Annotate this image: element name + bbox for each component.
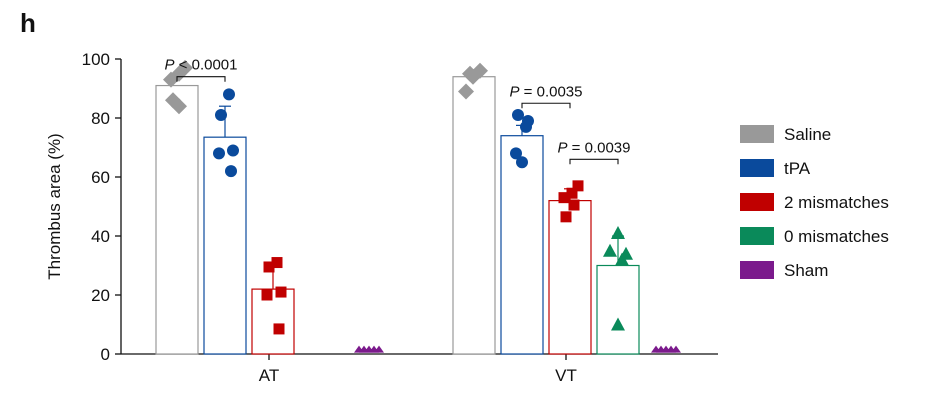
data-point-0-mismatches [611,226,625,240]
data-point-sham [671,345,681,353]
data-point-tpa [213,147,225,160]
y-axis-label: Thrombus area (%) [45,133,64,279]
data-point-2-mismatches [568,199,580,211]
bar-0-mismatches [596,264,640,355]
bar-2-mismatches [251,288,295,355]
data-point-tpa [215,109,227,122]
legend-label-2-mismatches: 2 mismatches [784,193,889,212]
data-point-2-mismatches [273,323,285,335]
bar-tpa [203,136,247,355]
data-point-0-mismatches [615,252,629,266]
legend-swatch-saline [740,125,774,143]
legend-swatch-tpa [740,159,774,177]
y-tick-label: 0 [101,345,110,364]
plot-area: 0 20 40 60 80 100 Thrombus area (%) AT VT P < 0.0… [45,50,718,385]
significance-bracket [569,158,619,165]
data-point-saline [458,83,474,100]
data-point-2-mismatches [261,289,273,301]
bar-2-mismatches [548,200,592,355]
data-point-0-mismatches [603,243,617,257]
data-point-saline [171,98,187,115]
legend-label-tpa: tPA [784,159,811,178]
y-tick-label: 20 [91,286,110,305]
p-value-label: P = 0.0035 [510,83,583,100]
legend-label-saline: Saline [784,125,831,144]
y-tick-label: 100 [82,50,110,69]
data-point-2-mismatches [275,286,287,298]
legend-swatch-2-mismatches [740,193,774,211]
significance-bracket [176,76,226,82]
significance-bracket [521,102,571,109]
data-point-tpa [225,165,237,178]
data-point-2-mismatches [560,211,572,223]
legend: Saline tPA 2 mismatches 0 mismatches Sham [740,125,889,280]
data-point-saline [465,68,481,85]
data-point-tpa [227,144,239,157]
y-tick-label: 40 [91,227,110,246]
y-tick-label: 80 [91,109,110,128]
data-point-tpa [510,147,522,160]
bar-saline [452,76,496,355]
data-point-tpa [512,109,524,122]
legend-swatch-0-mismatches [740,227,774,245]
data-point-saline [163,71,179,88]
data-point-tpa [223,88,235,101]
data-point-2-mismatches [263,261,275,273]
data-point-tpa [520,120,532,133]
legend-label-0-mismatches: 0 mismatches [784,227,889,246]
legend-swatch-sham [740,261,774,279]
data-point-2-mismatches [271,257,283,269]
data-point-tpa [516,156,528,169]
y-tick-label: 60 [91,168,110,187]
category-label-at: AT [259,366,279,385]
panel-label: h [20,8,36,38]
data-point-sham [374,345,384,353]
data-point-2-mismatches [566,187,578,199]
category-label-vt: VT [555,366,577,385]
data-point-2-mismatches [558,192,570,204]
p-value-label: P = 0.0039 [558,139,631,156]
data-point-2-mismatches [572,180,584,192]
bar-tpa [500,135,544,355]
data-point-0-mismatches [611,317,625,331]
legend-label-sham: Sham [784,261,828,280]
p-value-label: P < 0.0001 [165,57,238,74]
bar-saline [155,84,199,355]
